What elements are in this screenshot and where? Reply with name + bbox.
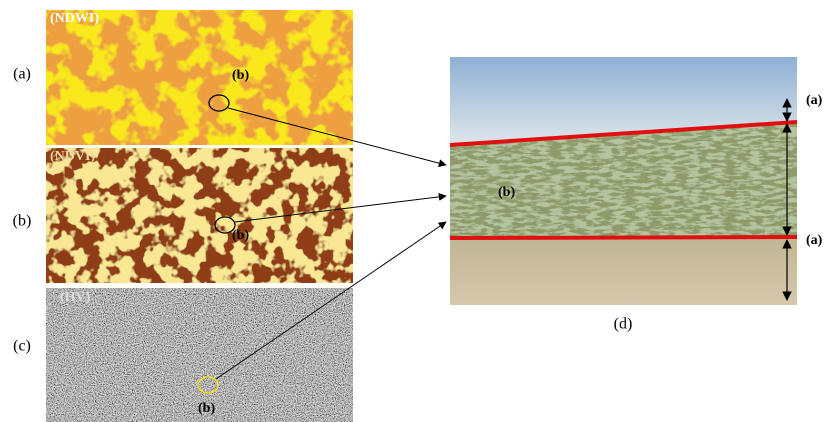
site-marker: (b) <box>198 401 215 416</box>
panel-label: (c) <box>13 338 31 355</box>
panel-label: (a) <box>13 66 31 83</box>
ndwi-image <box>46 10 353 145</box>
figure: (a) (b) (c) (NDWI) (NDVI) (HV) (b) (b) (… <box>0 0 825 422</box>
site-marker: (b) <box>232 228 249 243</box>
site-marker: (b) <box>232 68 249 83</box>
zone-label: (b) <box>498 185 515 200</box>
image-title: (HV) <box>60 290 91 305</box>
ndvi-image <box>46 148 353 283</box>
zone-label: (a) <box>806 233 823 248</box>
image-title: (NDWI) <box>50 11 99 26</box>
panel-label: (b) <box>13 213 32 230</box>
image-title: (NDVI) <box>50 149 95 164</box>
zone-label: (a) <box>806 93 823 108</box>
photo-label: (d) <box>614 316 633 333</box>
field-photo <box>450 57 797 305</box>
